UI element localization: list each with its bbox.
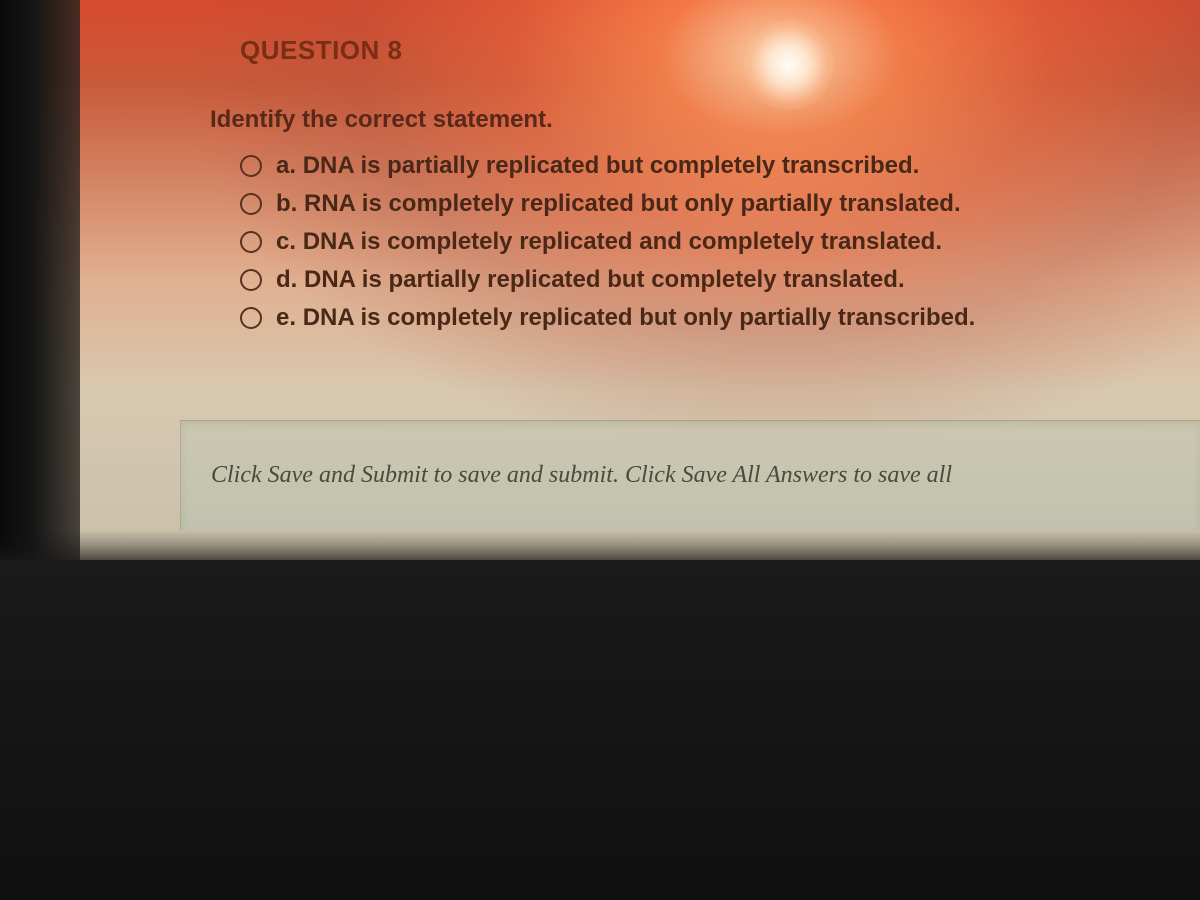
question-card: QUESTION 8 Identify the correct statemen… [180,10,1170,367]
option-text: DNA is partially replicated but complete… [304,266,905,293]
option-letter: a. [276,152,296,179]
option-text: DNA is partially replicated but complete… [303,152,920,179]
option-row-d[interactable]: d. DNA is partially replicated but compl… [240,266,1130,294]
question-prompt: Identify the correct statement. [210,106,1130,134]
option-row-b[interactable]: b. RNA is completely replicated but only… [240,190,1130,218]
question-header: QUESTION 8 [240,35,1130,66]
option-letter: c. [276,228,296,255]
monitor-bezel-bottom [0,560,1200,900]
option-letter: e. [276,304,296,331]
radio-button-e[interactable] [240,307,262,329]
option-row-a[interactable]: a. DNA is partially replicated but compl… [240,152,1130,180]
radio-button-c[interactable] [240,231,262,253]
radio-button-d[interactable] [240,269,262,291]
option-text: DNA is completely replicated and complet… [303,228,942,255]
options-list: a. DNA is partially replicated but compl… [240,152,1130,332]
option-letter: b. [276,190,297,217]
radio-button-a[interactable] [240,155,262,177]
option-text: RNA is completely replicated but only pa… [304,190,961,217]
option-text: DNA is completely replicated but only pa… [303,304,976,331]
footer-instruction: Click Save and Submit to save and submit… [211,462,952,489]
footer-bar: Click Save and Submit to save and submit… [180,420,1200,530]
radio-button-b[interactable] [240,193,262,215]
monitor-bezel-left [0,0,80,560]
option-row-e[interactable]: e. DNA is completely replicated but only… [240,304,1130,332]
option-letter: d. [276,266,297,293]
option-row-c[interactable]: c. DNA is completely replicated and comp… [240,228,1130,256]
